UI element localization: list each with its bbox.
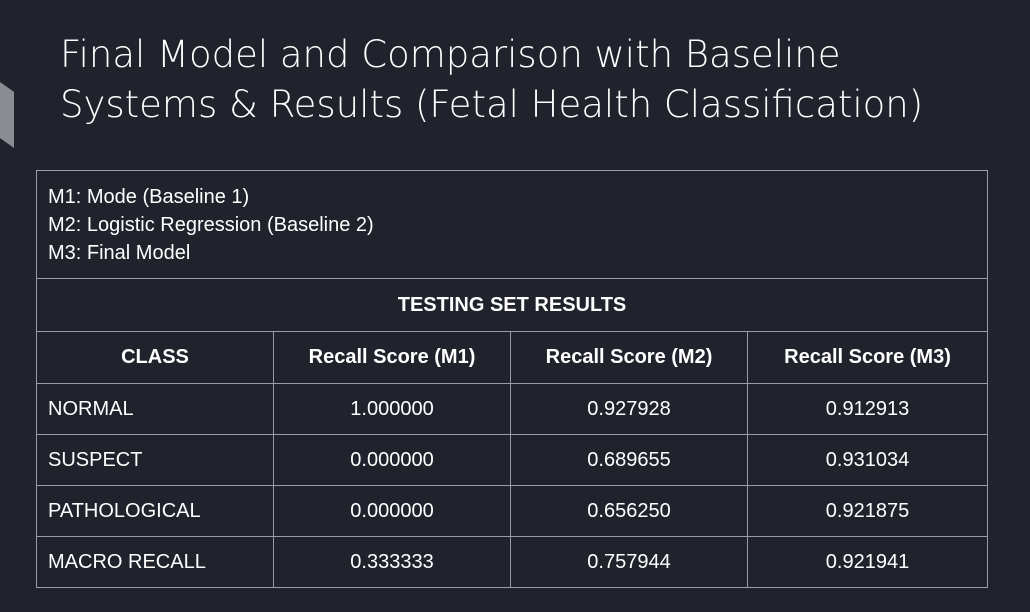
recall-m1-cell: 1.000000 — [273, 383, 511, 435]
recall-m2-cell: 0.927928 — [510, 383, 748, 435]
table-row: NORMAL 1.000000 0.927928 0.912913 — [36, 383, 989, 435]
recall-m2-cell: 0.757944 — [510, 536, 748, 588]
column-header-m2: Recall Score (M2) — [510, 331, 748, 384]
header-row: CLASS Recall Score (M1) Recall Score (M2… — [36, 331, 989, 384]
model-legend: M1: Mode (Baseline 1) M2: Logistic Regre… — [35, 170, 989, 279]
slide-title: Final Model and Comparison with Baseline… — [60, 30, 1025, 130]
results-table: M1: Mode (Baseline 1) M2: Logistic Regre… — [35, 170, 989, 588]
column-header-m1: Recall Score (M1) — [273, 331, 511, 384]
table-row: MACRO RECALL 0.333333 0.757944 0.921941 — [36, 536, 989, 588]
recall-m3-cell: 0.921875 — [746, 485, 989, 537]
recall-m2-cell: 0.689655 — [510, 434, 748, 486]
legend-item-m3: M3: Final Model — [48, 241, 191, 264]
recall-m3-cell: 0.921941 — [746, 536, 989, 588]
slide-title-line-1: Final Model and Comparison with Baseline — [60, 33, 841, 76]
recall-m3-cell: 0.912913 — [746, 383, 989, 435]
legend-item-m1: M1: Mode (Baseline 1) — [48, 185, 250, 208]
section-title: TESTING SET RESULTS — [35, 278, 989, 332]
column-header-m3: Recall Score (M3) — [746, 331, 989, 384]
side-accent-shape — [0, 82, 14, 148]
legend-item-m2: M2: Logistic Regression (Baseline 2) — [48, 213, 374, 236]
column-header-class: CLASS — [36, 331, 274, 384]
recall-m1-cell: 0.333333 — [273, 536, 511, 588]
class-cell: MACRO RECALL — [36, 536, 274, 588]
recall-m3-cell: 0.931034 — [746, 434, 989, 486]
table-row: SUSPECT 0.000000 0.689655 0.931034 — [36, 434, 989, 486]
slide-title-line-2: Systems & Results (Fetal Health Classifi… — [60, 83, 924, 126]
table-row: PATHOLOGICAL 0.000000 0.656250 0.921875 — [36, 485, 989, 537]
class-cell: SUSPECT — [36, 434, 274, 486]
legend-row: M1: Mode (Baseline 1) M2: Logistic Regre… — [35, 170, 989, 279]
class-cell: PATHOLOGICAL — [36, 485, 274, 537]
recall-m1-cell: 0.000000 — [273, 434, 511, 486]
class-cell: NORMAL — [36, 383, 274, 435]
recall-m1-cell: 0.000000 — [273, 485, 511, 537]
recall-m2-cell: 0.656250 — [510, 485, 748, 537]
section-title-row: TESTING SET RESULTS — [35, 278, 989, 332]
